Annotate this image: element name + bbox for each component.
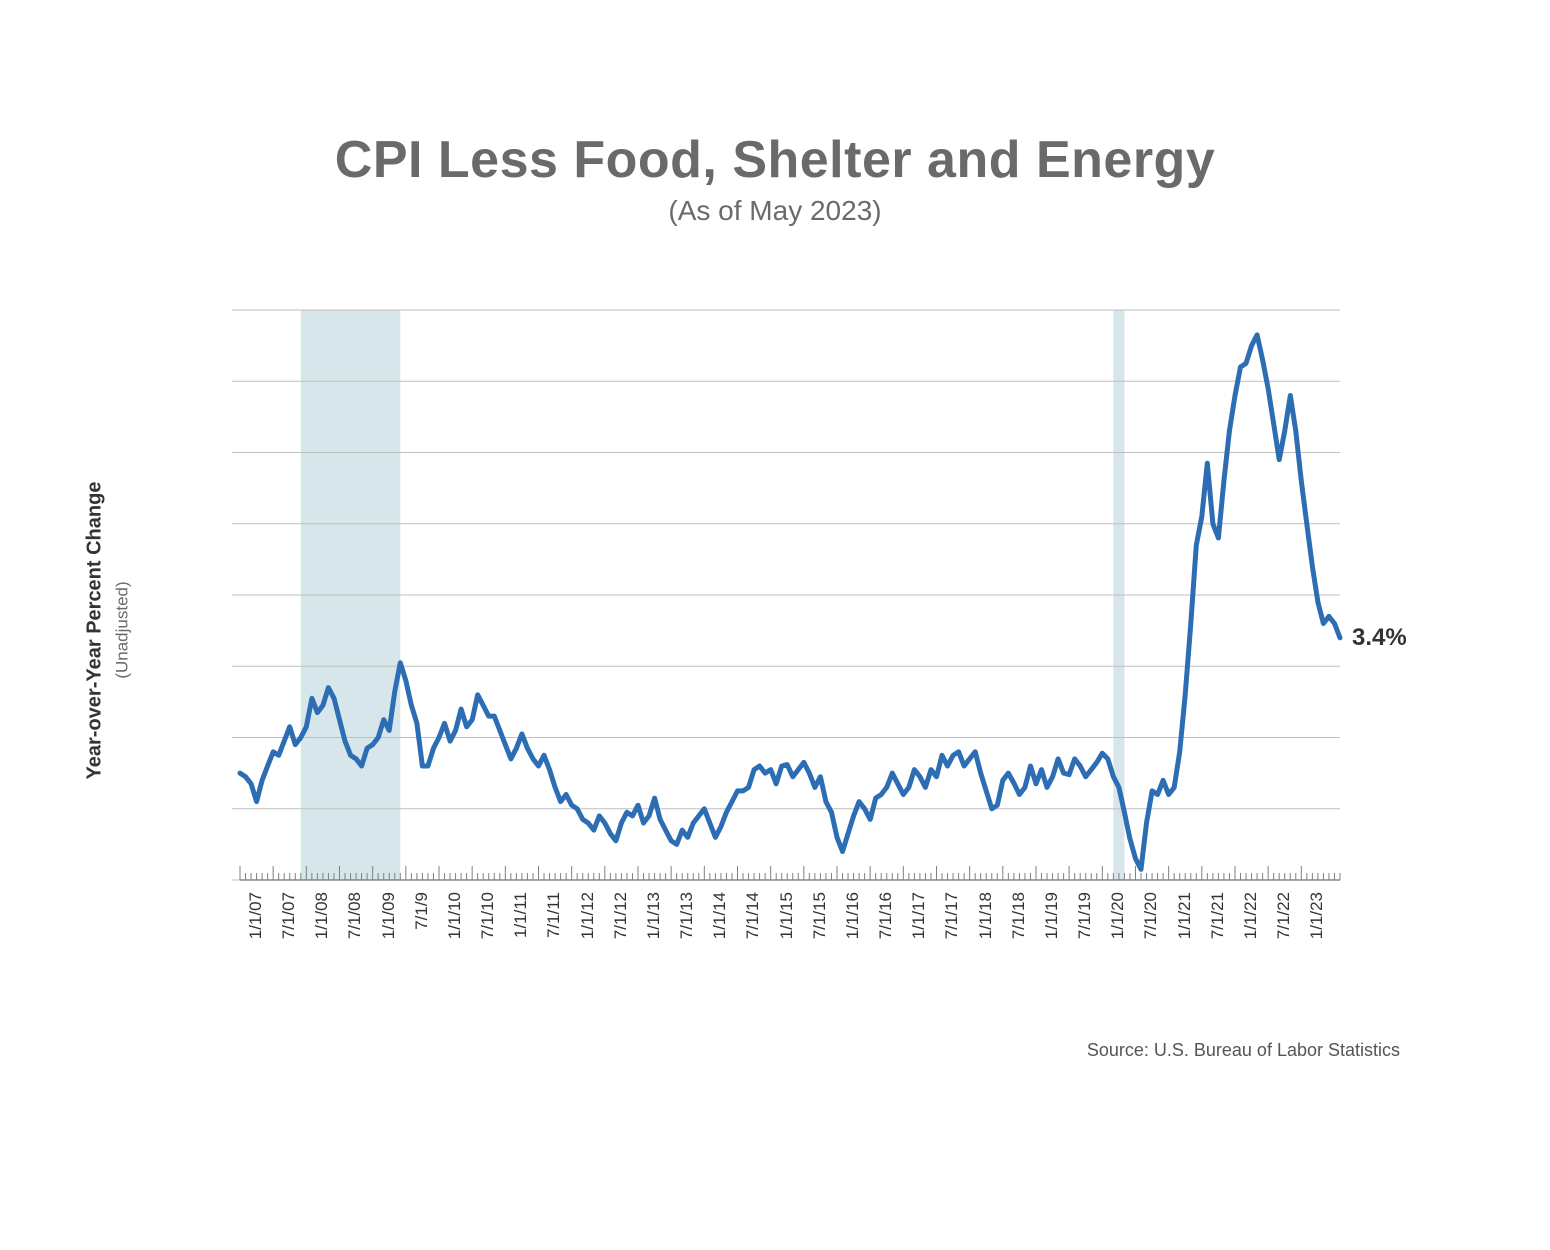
- chart-area: 0.0%1.0%2.0%3.0%4.0%5.0%6.0%7.0%8.0% 1/1…: [150, 300, 1430, 980]
- chart-page: CPI Less Food, Shelter and Energy (As of…: [0, 0, 1550, 1250]
- end-value-label: 3.4%: [1352, 624, 1407, 652]
- y-axis-label: Year-over-Year Percent Change: [80, 320, 110, 940]
- source-text: Source: U.S. Bureau of Labor Statistics: [1087, 1040, 1400, 1061]
- line-chart-svg: [150, 300, 1430, 980]
- chart-subtitle: (As of May 2023): [0, 195, 1550, 227]
- chart-title: CPI Less Food, Shelter and Energy: [0, 130, 1550, 190]
- y-axis-sublabel: (Unadjusted): [108, 320, 138, 940]
